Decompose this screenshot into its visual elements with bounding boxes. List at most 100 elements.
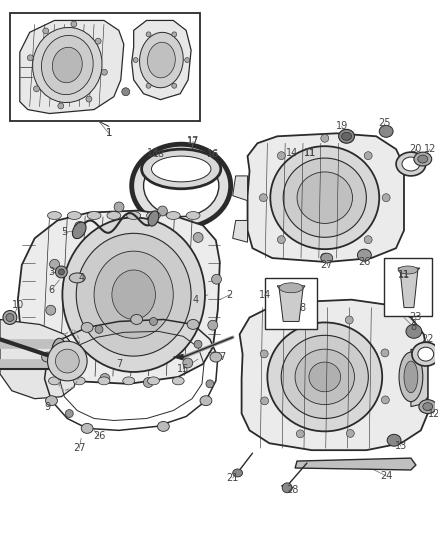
Ellipse shape <box>294 349 353 405</box>
Ellipse shape <box>49 377 60 385</box>
Ellipse shape <box>401 157 419 171</box>
Ellipse shape <box>345 316 353 324</box>
Text: 12: 12 <box>427 408 438 418</box>
Ellipse shape <box>42 352 53 362</box>
Ellipse shape <box>87 212 101 220</box>
Ellipse shape <box>207 320 217 330</box>
Text: 17: 17 <box>187 136 199 146</box>
Ellipse shape <box>55 266 67 278</box>
Ellipse shape <box>62 217 205 372</box>
Ellipse shape <box>65 409 73 417</box>
Ellipse shape <box>381 396 389 404</box>
Ellipse shape <box>397 266 417 274</box>
Ellipse shape <box>81 322 93 333</box>
Ellipse shape <box>297 172 352 223</box>
Ellipse shape <box>418 400 436 414</box>
Ellipse shape <box>131 314 142 325</box>
Ellipse shape <box>411 342 438 366</box>
Ellipse shape <box>259 193 267 201</box>
Text: 16: 16 <box>206 149 219 159</box>
Text: 24: 24 <box>379 471 392 481</box>
Ellipse shape <box>200 395 212 406</box>
Ellipse shape <box>149 318 157 326</box>
Ellipse shape <box>146 32 151 37</box>
Text: 22: 22 <box>420 334 433 344</box>
Ellipse shape <box>46 305 56 315</box>
Polygon shape <box>277 286 304 321</box>
Ellipse shape <box>260 350 268 358</box>
Polygon shape <box>18 211 219 384</box>
Text: 11: 11 <box>397 270 409 279</box>
Text: 28: 28 <box>285 485 297 495</box>
Ellipse shape <box>47 341 87 381</box>
Ellipse shape <box>279 283 302 293</box>
Ellipse shape <box>398 352 422 402</box>
Text: 8: 8 <box>298 303 304 312</box>
Ellipse shape <box>157 206 167 216</box>
Ellipse shape <box>338 130 353 143</box>
Ellipse shape <box>131 144 230 228</box>
Ellipse shape <box>260 397 268 405</box>
Ellipse shape <box>320 134 328 142</box>
Text: 1: 1 <box>106 128 112 139</box>
Ellipse shape <box>378 125 392 138</box>
Ellipse shape <box>6 313 14 321</box>
Polygon shape <box>131 20 191 100</box>
Text: 7: 7 <box>116 359 122 369</box>
Ellipse shape <box>69 273 85 283</box>
Ellipse shape <box>357 249 371 261</box>
Text: 11: 11 <box>303 148 315 158</box>
Ellipse shape <box>413 152 431 166</box>
Ellipse shape <box>58 103 64 109</box>
Text: 10: 10 <box>12 300 24 310</box>
Ellipse shape <box>72 222 86 239</box>
Ellipse shape <box>277 236 285 244</box>
Ellipse shape <box>320 253 332 263</box>
Ellipse shape <box>403 361 417 393</box>
Ellipse shape <box>308 362 340 392</box>
Ellipse shape <box>171 32 177 37</box>
Bar <box>383 258 431 316</box>
Text: 13: 13 <box>394 441 406 451</box>
Ellipse shape <box>147 42 175 78</box>
Ellipse shape <box>267 322 381 431</box>
Ellipse shape <box>101 69 107 75</box>
Ellipse shape <box>67 212 81 220</box>
Ellipse shape <box>143 377 153 387</box>
Ellipse shape <box>47 212 61 220</box>
Ellipse shape <box>296 430 304 438</box>
Text: 18: 18 <box>147 148 159 158</box>
Polygon shape <box>294 458 415 470</box>
Ellipse shape <box>52 47 82 83</box>
Polygon shape <box>232 221 247 242</box>
Ellipse shape <box>277 152 285 160</box>
Ellipse shape <box>151 156 210 182</box>
Polygon shape <box>0 319 77 399</box>
Ellipse shape <box>73 377 85 385</box>
Text: 11: 11 <box>397 270 409 280</box>
Ellipse shape <box>146 212 160 220</box>
Ellipse shape <box>364 236 371 244</box>
Ellipse shape <box>32 28 102 102</box>
Ellipse shape <box>41 35 93 94</box>
Ellipse shape <box>143 155 218 216</box>
Text: 12: 12 <box>423 144 435 154</box>
Ellipse shape <box>86 96 92 102</box>
Text: 23: 23 <box>409 312 421 322</box>
Ellipse shape <box>58 269 64 275</box>
Text: 5: 5 <box>61 228 67 237</box>
Polygon shape <box>173 354 183 360</box>
Ellipse shape <box>320 253 328 261</box>
Ellipse shape <box>95 326 103 333</box>
Ellipse shape <box>187 319 198 329</box>
Ellipse shape <box>166 212 180 220</box>
Polygon shape <box>232 176 247 200</box>
Text: 25: 25 <box>377 118 389 128</box>
Ellipse shape <box>172 377 184 385</box>
Text: 8: 8 <box>410 322 416 333</box>
Ellipse shape <box>46 395 57 406</box>
Ellipse shape <box>346 430 353 438</box>
Ellipse shape <box>27 55 33 61</box>
Ellipse shape <box>55 344 63 364</box>
Ellipse shape <box>341 132 351 140</box>
